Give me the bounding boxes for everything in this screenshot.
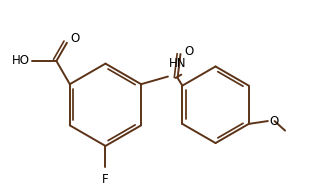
Text: O: O	[71, 32, 80, 45]
Text: HO: HO	[12, 54, 30, 67]
Text: F: F	[102, 173, 109, 186]
Text: O: O	[270, 115, 279, 128]
Text: O: O	[184, 45, 194, 58]
Text: HN: HN	[169, 57, 187, 70]
